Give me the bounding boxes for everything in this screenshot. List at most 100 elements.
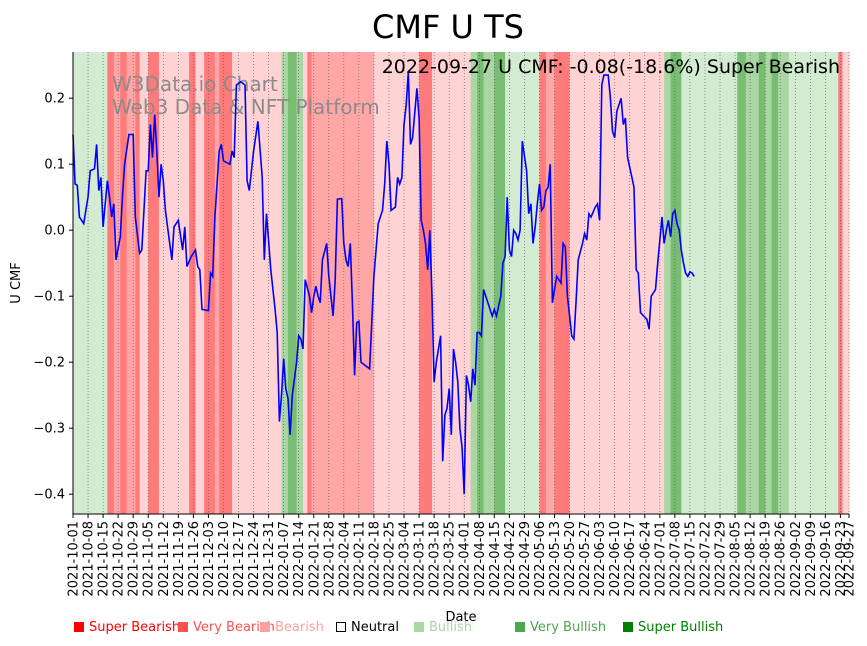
x-tick-label: 2022-01-07 bbox=[277, 521, 292, 597]
x-tick-label: 2021-10-08 bbox=[82, 521, 97, 597]
y-tick-label: −0.2 bbox=[33, 356, 65, 371]
cmf-series-line bbox=[72, 71, 695, 495]
x-axis-ticks: 2021-10-01 2021-10-08 2021-10-15 2021-10-22… bbox=[67, 514, 858, 597]
regime-band-very-bullish bbox=[745, 52, 760, 514]
regime-band-super-bearish bbox=[189, 52, 197, 514]
regime-band-very-bearish bbox=[113, 52, 121, 514]
y-tick-label: 0.0 bbox=[44, 224, 65, 239]
legend-swatch bbox=[515, 622, 525, 632]
regime-band-very-bullish bbox=[483, 52, 495, 514]
x-tick-label: 2021-11-12 bbox=[157, 521, 172, 597]
x-axis-label: Date bbox=[445, 610, 476, 625]
x-tick-label: 2022-07-01 bbox=[653, 521, 668, 597]
y-tick-label: 0.2 bbox=[44, 92, 65, 107]
regime-band-bearish bbox=[842, 52, 850, 514]
legend-label: Super Bullish bbox=[638, 620, 724, 635]
x-tick-label: 2022-05-27 bbox=[578, 521, 593, 597]
x-tick-label: 2022-04-29 bbox=[518, 521, 533, 597]
x-tick-label: 2022-07-29 bbox=[714, 521, 729, 597]
x-tick-label: 2022-03-04 bbox=[398, 521, 413, 597]
x-tick-label: 2022-02-25 bbox=[382, 521, 397, 597]
legend-swatch bbox=[336, 622, 346, 632]
legend-label: Very Bearish bbox=[193, 620, 275, 635]
regime-band-super-bearish bbox=[554, 52, 571, 514]
x-tick-label: 2021-12-03 bbox=[202, 521, 217, 597]
x-tick-label: 2021-10-22 bbox=[112, 521, 127, 597]
y-tick-label: 0.1 bbox=[44, 158, 65, 173]
x-tick-label: 2022-03-11 bbox=[413, 521, 428, 597]
x-tick-label: 2022-07-15 bbox=[683, 521, 698, 597]
x-tick-label: 2022-05-13 bbox=[548, 521, 563, 597]
x-tick-label: 2021-12-17 bbox=[232, 521, 247, 597]
x-tick-label: 2021-11-05 bbox=[142, 521, 157, 597]
legend-item-bullish: Bullish bbox=[414, 620, 472, 635]
x-tick-label: 2022-04-22 bbox=[503, 521, 518, 597]
x-tick-label: 2022-01-21 bbox=[307, 521, 322, 597]
x-tick-label: 2021-12-10 bbox=[217, 521, 232, 597]
regime-band-very-bearish bbox=[126, 52, 136, 514]
chart-title: CMF U TS bbox=[372, 8, 524, 46]
x-tick-label: 2022-06-24 bbox=[638, 521, 653, 597]
legend-swatch bbox=[414, 622, 424, 632]
x-tick-label: 2022-03-25 bbox=[443, 521, 458, 597]
legend-swatch bbox=[260, 622, 270, 632]
regime-band-super-bullish bbox=[758, 52, 766, 514]
x-tick-label: 2022-04-01 bbox=[458, 521, 473, 597]
regime-band-super-bullish bbox=[287, 52, 298, 514]
legend-swatch bbox=[178, 622, 188, 632]
regime-band-very-bullish bbox=[281, 52, 289, 514]
watermark-line-1: W3Data.io Chart bbox=[112, 72, 278, 96]
regime-band-super-bearish bbox=[135, 52, 141, 514]
x-tick-label: 2022-02-18 bbox=[367, 521, 382, 597]
x-tick-label: 2022-09-23 bbox=[834, 521, 849, 597]
regime-band-bearish bbox=[139, 52, 149, 514]
x-tick-label: 2021-11-26 bbox=[187, 521, 202, 597]
regime-band-very-bullish bbox=[765, 52, 773, 514]
regime-band-very-bullish bbox=[296, 52, 304, 514]
x-tick-label: 2021-10-15 bbox=[97, 521, 112, 597]
x-tick-label: 2022-09-02 bbox=[789, 521, 804, 597]
regime-band-super-bearish bbox=[107, 52, 115, 514]
regime-band-super-bullish bbox=[771, 52, 779, 514]
x-tick-label: 2022-07-08 bbox=[668, 521, 683, 597]
x-tick-label: 2022-05-06 bbox=[533, 521, 548, 597]
regime-band-very-bearish bbox=[545, 52, 556, 514]
x-tick-label: 2022-08-26 bbox=[774, 521, 789, 597]
x-tick-label: 2022-08-12 bbox=[744, 521, 759, 597]
legend-item-very-bullish: Very Bullish bbox=[515, 620, 606, 635]
regime-band-super-bullish bbox=[494, 52, 506, 514]
legend-label: Bullish bbox=[429, 620, 473, 635]
legend: Super Bearish Very Bearish Bearish Neutral B… bbox=[74, 620, 854, 640]
regime-bands bbox=[73, 52, 850, 514]
regime-band-very-bullish bbox=[778, 52, 790, 514]
y-tick-label: −0.4 bbox=[33, 488, 65, 503]
vertical-gridlines bbox=[72, 52, 850, 514]
x-tick-label: 2022-01-14 bbox=[292, 521, 307, 597]
regime-band-very-bearish bbox=[214, 52, 220, 514]
regime-band-super-bullish bbox=[670, 52, 682, 514]
regime-band-super-bearish bbox=[419, 52, 433, 514]
legend-swatch bbox=[623, 622, 633, 632]
x-tick-label: 2022-03-18 bbox=[428, 521, 443, 597]
regime-band-bullish bbox=[505, 52, 541, 514]
x-tick-label: 2022-04-15 bbox=[488, 521, 503, 597]
legend-swatch bbox=[74, 622, 84, 632]
y-tick-label: −0.3 bbox=[33, 422, 65, 437]
regime-band-super-bearish bbox=[120, 52, 128, 514]
legend-item-super-bullish: Super Bullish bbox=[623, 620, 723, 635]
regime-band-very-bullish bbox=[470, 52, 478, 514]
legend-label: Super Bearish bbox=[89, 620, 181, 635]
x-tick-label: 2021-12-24 bbox=[247, 521, 262, 597]
regime-band-super-bearish bbox=[539, 52, 547, 514]
x-tick-label: 2022-01-28 bbox=[322, 521, 337, 597]
latest-value-annotation: 2022-09-27 U CMF: -0.08(-18.6%) Super Be… bbox=[382, 56, 840, 78]
x-tick-label: 2022-09-09 bbox=[804, 521, 819, 597]
x-tick-label: 2022-06-17 bbox=[623, 521, 638, 597]
x-tick-label: 2022-06-10 bbox=[608, 521, 623, 597]
regime-band-bearish bbox=[158, 52, 190, 514]
x-tick-label: 2021-12-31 bbox=[262, 521, 277, 597]
legend-label: Bearish bbox=[275, 620, 324, 635]
legend-item-super-bearish: Super Bearish bbox=[74, 620, 180, 635]
x-tick-label: 2021-11-19 bbox=[172, 521, 187, 597]
